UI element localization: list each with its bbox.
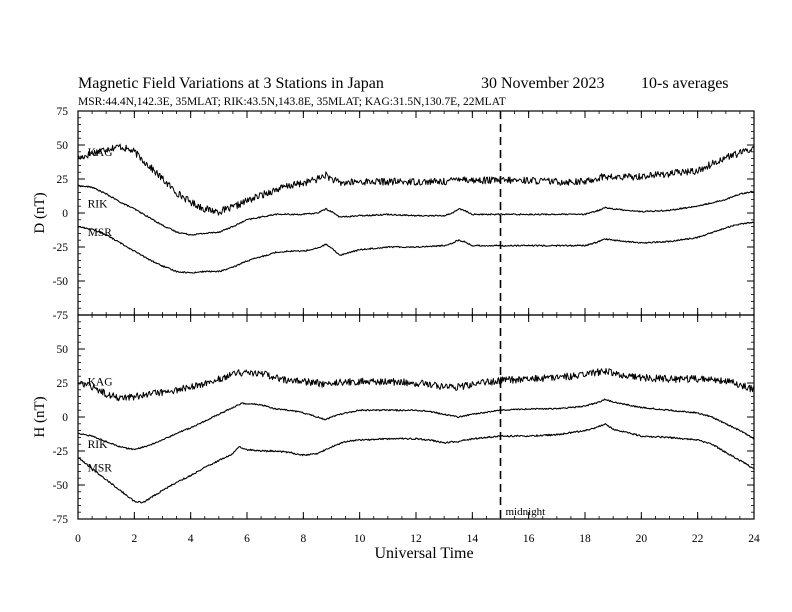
y-tick-label: 25: [57, 378, 69, 390]
series-label-kag: KAG: [88, 377, 113, 389]
y-tick-label: -50: [53, 480, 69, 492]
x-tick-label: 12: [410, 533, 422, 545]
y-tick-label: 25: [57, 174, 69, 186]
series-line-rik: [77, 184, 755, 236]
chart-date: 30 November 2023: [481, 75, 605, 92]
x-tick-label: 10: [354, 533, 366, 545]
averaging-note: 10-s averages: [641, 75, 729, 92]
y-tick-label: 0: [62, 412, 68, 424]
y-tick-label: -25: [53, 446, 69, 458]
series-label-msr: MSR: [88, 227, 113, 239]
x-axis-label: Universal Time: [374, 545, 473, 562]
series-label-rik: RIK: [88, 439, 109, 451]
x-tick-label: 24: [748, 533, 760, 545]
y-tick-label: 50: [57, 140, 69, 152]
x-tick-label: 0: [75, 533, 81, 545]
x-tick-label: 22: [692, 533, 704, 545]
series-label-rik: RIK: [88, 198, 109, 210]
series-line-kag: [77, 143, 755, 216]
panel-frame: [77, 110, 755, 316]
midnight-label: midnight: [506, 506, 546, 518]
chart-title: Magnetic Field Variations at 3 Stations …: [78, 75, 384, 92]
d-component-panel: -75 -50 -25 0 25 50 75 D (nT) KAG RIK MSR: [32, 106, 755, 322]
x-tick-label: 16: [523, 533, 535, 545]
y-axis-label: D (nT): [32, 192, 48, 233]
series-label-msr: MSR: [88, 462, 113, 474]
y-tick-label: -50: [53, 276, 69, 288]
stations-subtitle: MSR:44.4N,142.3E, 35MLAT; RIK:43.5N,143.…: [78, 96, 506, 108]
y-tick-label: 50: [57, 344, 69, 356]
x-tick-label: 18: [579, 533, 591, 545]
x-tick-label: 14: [467, 533, 479, 545]
y-tick-label: -25: [53, 242, 69, 254]
x-tick-label: 20: [636, 533, 648, 545]
panel-frame: [77, 314, 755, 520]
y-axis-label: H (nT): [32, 396, 48, 437]
series-line-msr: [77, 221, 755, 274]
y-tick-label: 75: [57, 106, 69, 118]
series-line-msr: [77, 423, 755, 504]
x-tick-label: 2: [131, 533, 137, 545]
y-tick-label: 0: [62, 208, 68, 220]
x-tick-label: 4: [188, 533, 194, 545]
series-line-kag: [77, 368, 755, 402]
x-tick-label: 8: [300, 533, 306, 545]
x-tick-label: 6: [244, 533, 250, 545]
y-tick-label: -75: [53, 514, 69, 526]
series-line-rik: [77, 398, 755, 451]
y-tick-label: -75: [53, 310, 69, 322]
series-label-kag: KAG: [88, 147, 113, 159]
